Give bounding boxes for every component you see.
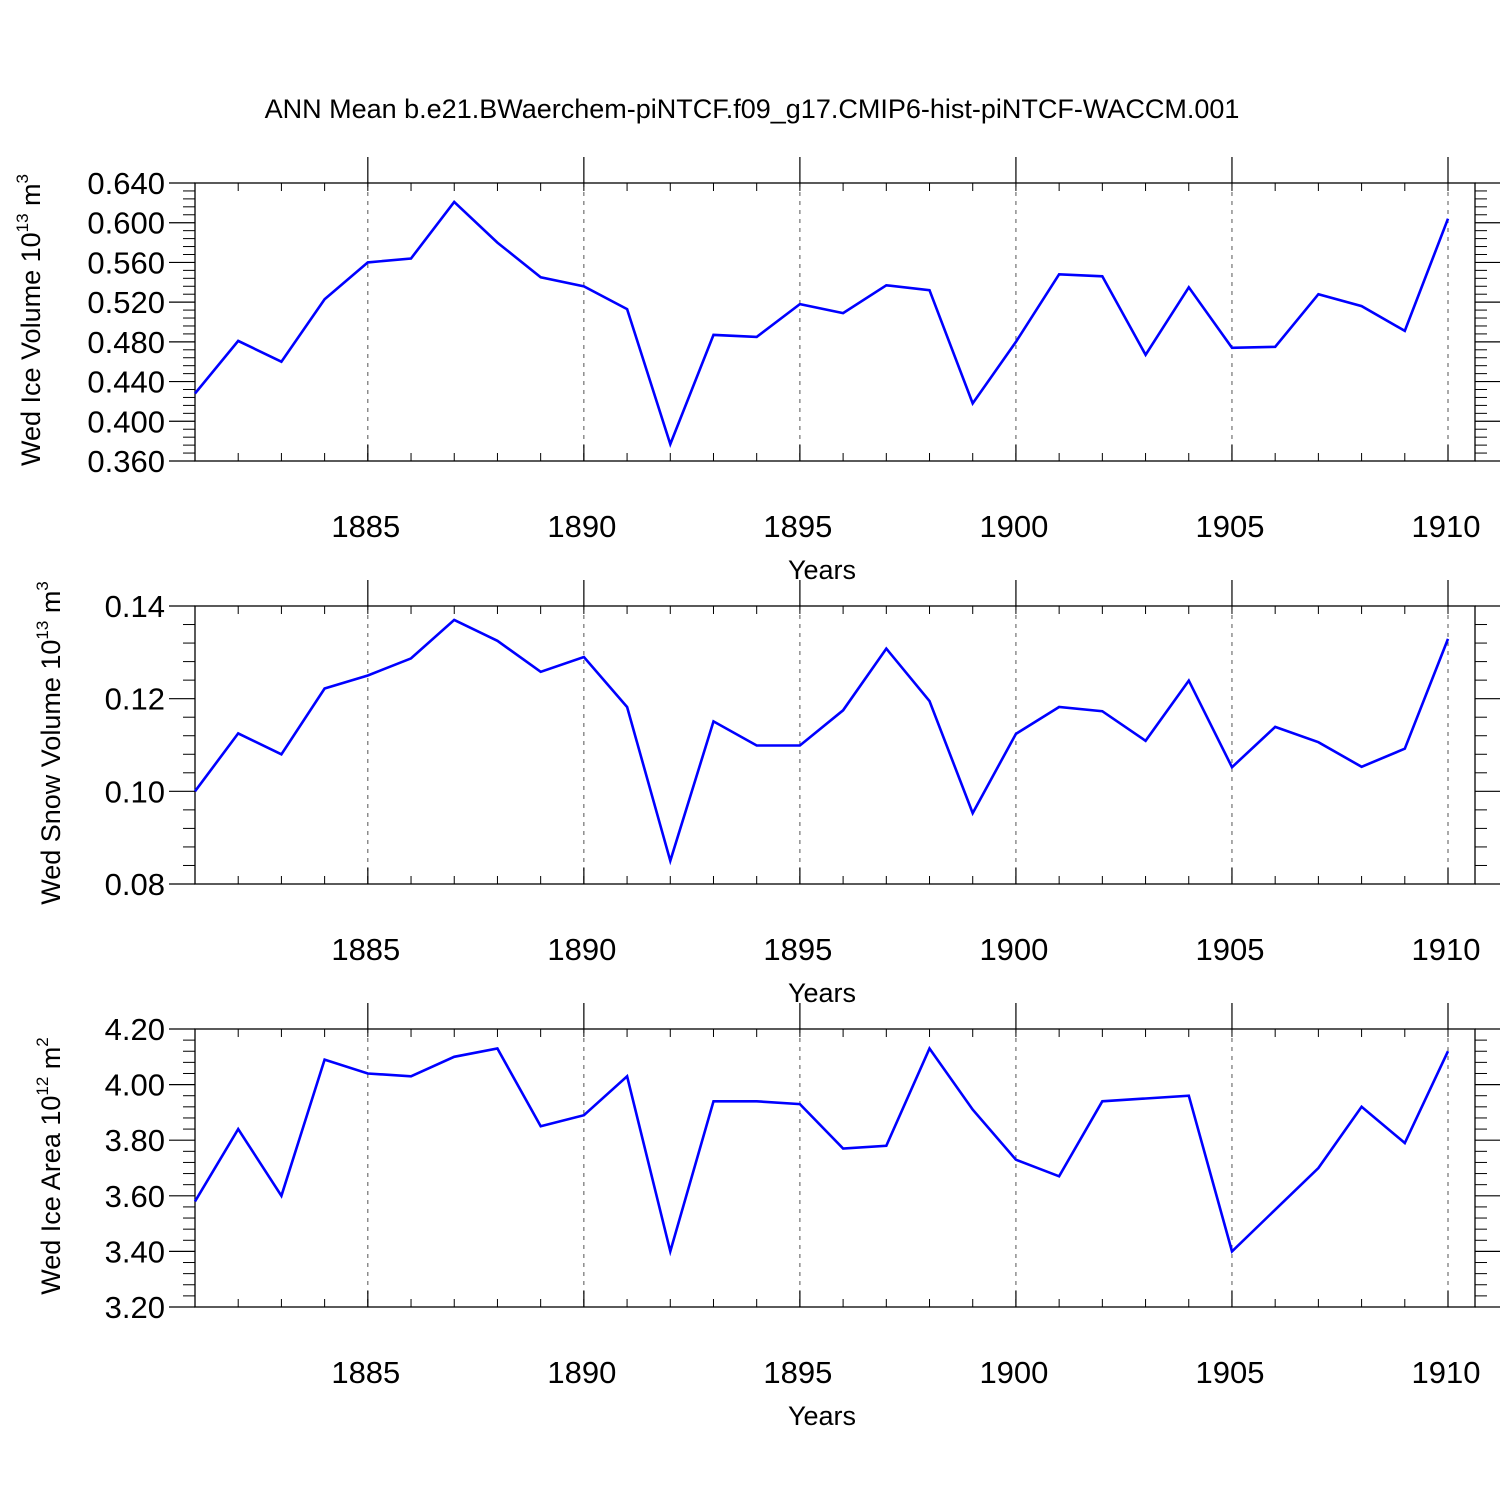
x-tick-label: 1890: [547, 509, 616, 544]
x-tick-label: 1890: [547, 1355, 616, 1390]
x-tick-label: 1885: [331, 1355, 400, 1390]
x-tick-label: 1910: [1412, 509, 1481, 544]
y-tick-label: 4.00: [105, 1068, 165, 1103]
series-line: [193, 618, 1450, 866]
x-tick-label: 1910: [1412, 932, 1481, 967]
chart-title: ANN Mean b.e21.BWaerchem-piNTCF.f09_g17.…: [265, 94, 1240, 124]
x-tick-label: 1895: [763, 1355, 832, 1390]
plot-frame: [194, 1028, 1476, 1308]
y-tick-label: 0.12: [105, 682, 165, 717]
plot-frame: [194, 182, 1476, 462]
y-axis-label: Wed Snow Volume 1013 m3: [33, 581, 66, 905]
y-axis-label-unit-exponent: 2: [33, 1037, 52, 1046]
y-tick-label: 0.08: [105, 867, 165, 902]
x-tick-label: 1885: [331, 509, 400, 544]
y-tick-label: 0.480: [87, 325, 165, 360]
x-axis-label: Years: [788, 1401, 856, 1431]
x-tick-label: 1890: [547, 932, 616, 967]
y-axis-label-text: Wed Snow Volume 10: [36, 640, 66, 905]
series-line: [193, 199, 1450, 448]
y-axis-label: Wed Ice Volume 1013 m3: [13, 174, 46, 466]
x-axis-label: Years: [788, 555, 856, 585]
y-tick-label: 0.440: [87, 365, 165, 400]
y-axis-label-exponent: 13: [33, 621, 52, 640]
y-axis-label-unit: m: [36, 1047, 66, 1077]
y-axis-label: Wed Ice Area 1012 m2: [33, 1037, 66, 1295]
x-tick-label: 1905: [1195, 932, 1264, 967]
y-axis-label-text: Wed Ice Area 10: [36, 1096, 66, 1295]
y-tick-label: 0.360: [87, 444, 165, 479]
plot-frame: [194, 605, 1476, 885]
x-tick-label: 1895: [763, 932, 832, 967]
y-tick-label: 0.400: [87, 404, 165, 439]
y-tick-label: 0.600: [87, 206, 165, 241]
x-tick-label: 1900: [979, 932, 1048, 967]
y-tick-label: 0.560: [87, 245, 165, 280]
y-tick-label: 0.640: [87, 166, 165, 201]
y-axis-label-exponent: 12: [33, 1077, 52, 1096]
y-tick-label: 3.40: [105, 1234, 165, 1269]
x-tick-label: 1905: [1195, 509, 1264, 544]
y-tick-label: 3.60: [105, 1179, 165, 1214]
x-tick-label: 1895: [763, 509, 832, 544]
y-axis-label-unit-exponent: 3: [33, 581, 52, 590]
chart-panel-3: 1885 1890 1895 1900 1905 1910 3.20 3.40 3.60 3.80…: [33, 1003, 1500, 1431]
series-line: [193, 1045, 1450, 1257]
chart-panels: 1885 1890 1895 1900 1905 1910 0.360 0.400 0.440 0…: [13, 157, 1500, 1431]
chart-panel-2: 1885 1890 1895 1900 1905 1910 0.08 0.10 0.12 0.14…: [33, 580, 1500, 1008]
y-tick-label: 0.10: [105, 774, 165, 809]
y-tick-label: 4.20: [105, 1012, 165, 1047]
chart-panel-1: 1885 1890 1895 1900 1905 1910 0.360 0.400 0.440 0…: [13, 157, 1500, 585]
y-tick-label: 0.520: [87, 285, 165, 320]
x-tick-label: 1900: [979, 509, 1048, 544]
y-axis-label-unit-exponent: 3: [13, 174, 32, 183]
y-axis-label-unit: m: [16, 183, 46, 213]
x-tick-label: 1910: [1412, 1355, 1481, 1390]
y-axis-label-unit: m: [36, 591, 66, 621]
x-tick-label: 1885: [331, 932, 400, 967]
y-axis-label-exponent: 13: [13, 213, 32, 232]
y-axis-label-text: Wed Ice Volume 10: [16, 232, 46, 466]
y-tick-label: 3.20: [105, 1290, 165, 1325]
x-tick-label: 1900: [979, 1355, 1048, 1390]
y-tick-label: 0.14: [105, 589, 165, 624]
y-tick-label: 3.80: [105, 1123, 165, 1158]
x-tick-label: 1905: [1195, 1355, 1264, 1390]
x-axis-label: Years: [788, 978, 856, 1008]
